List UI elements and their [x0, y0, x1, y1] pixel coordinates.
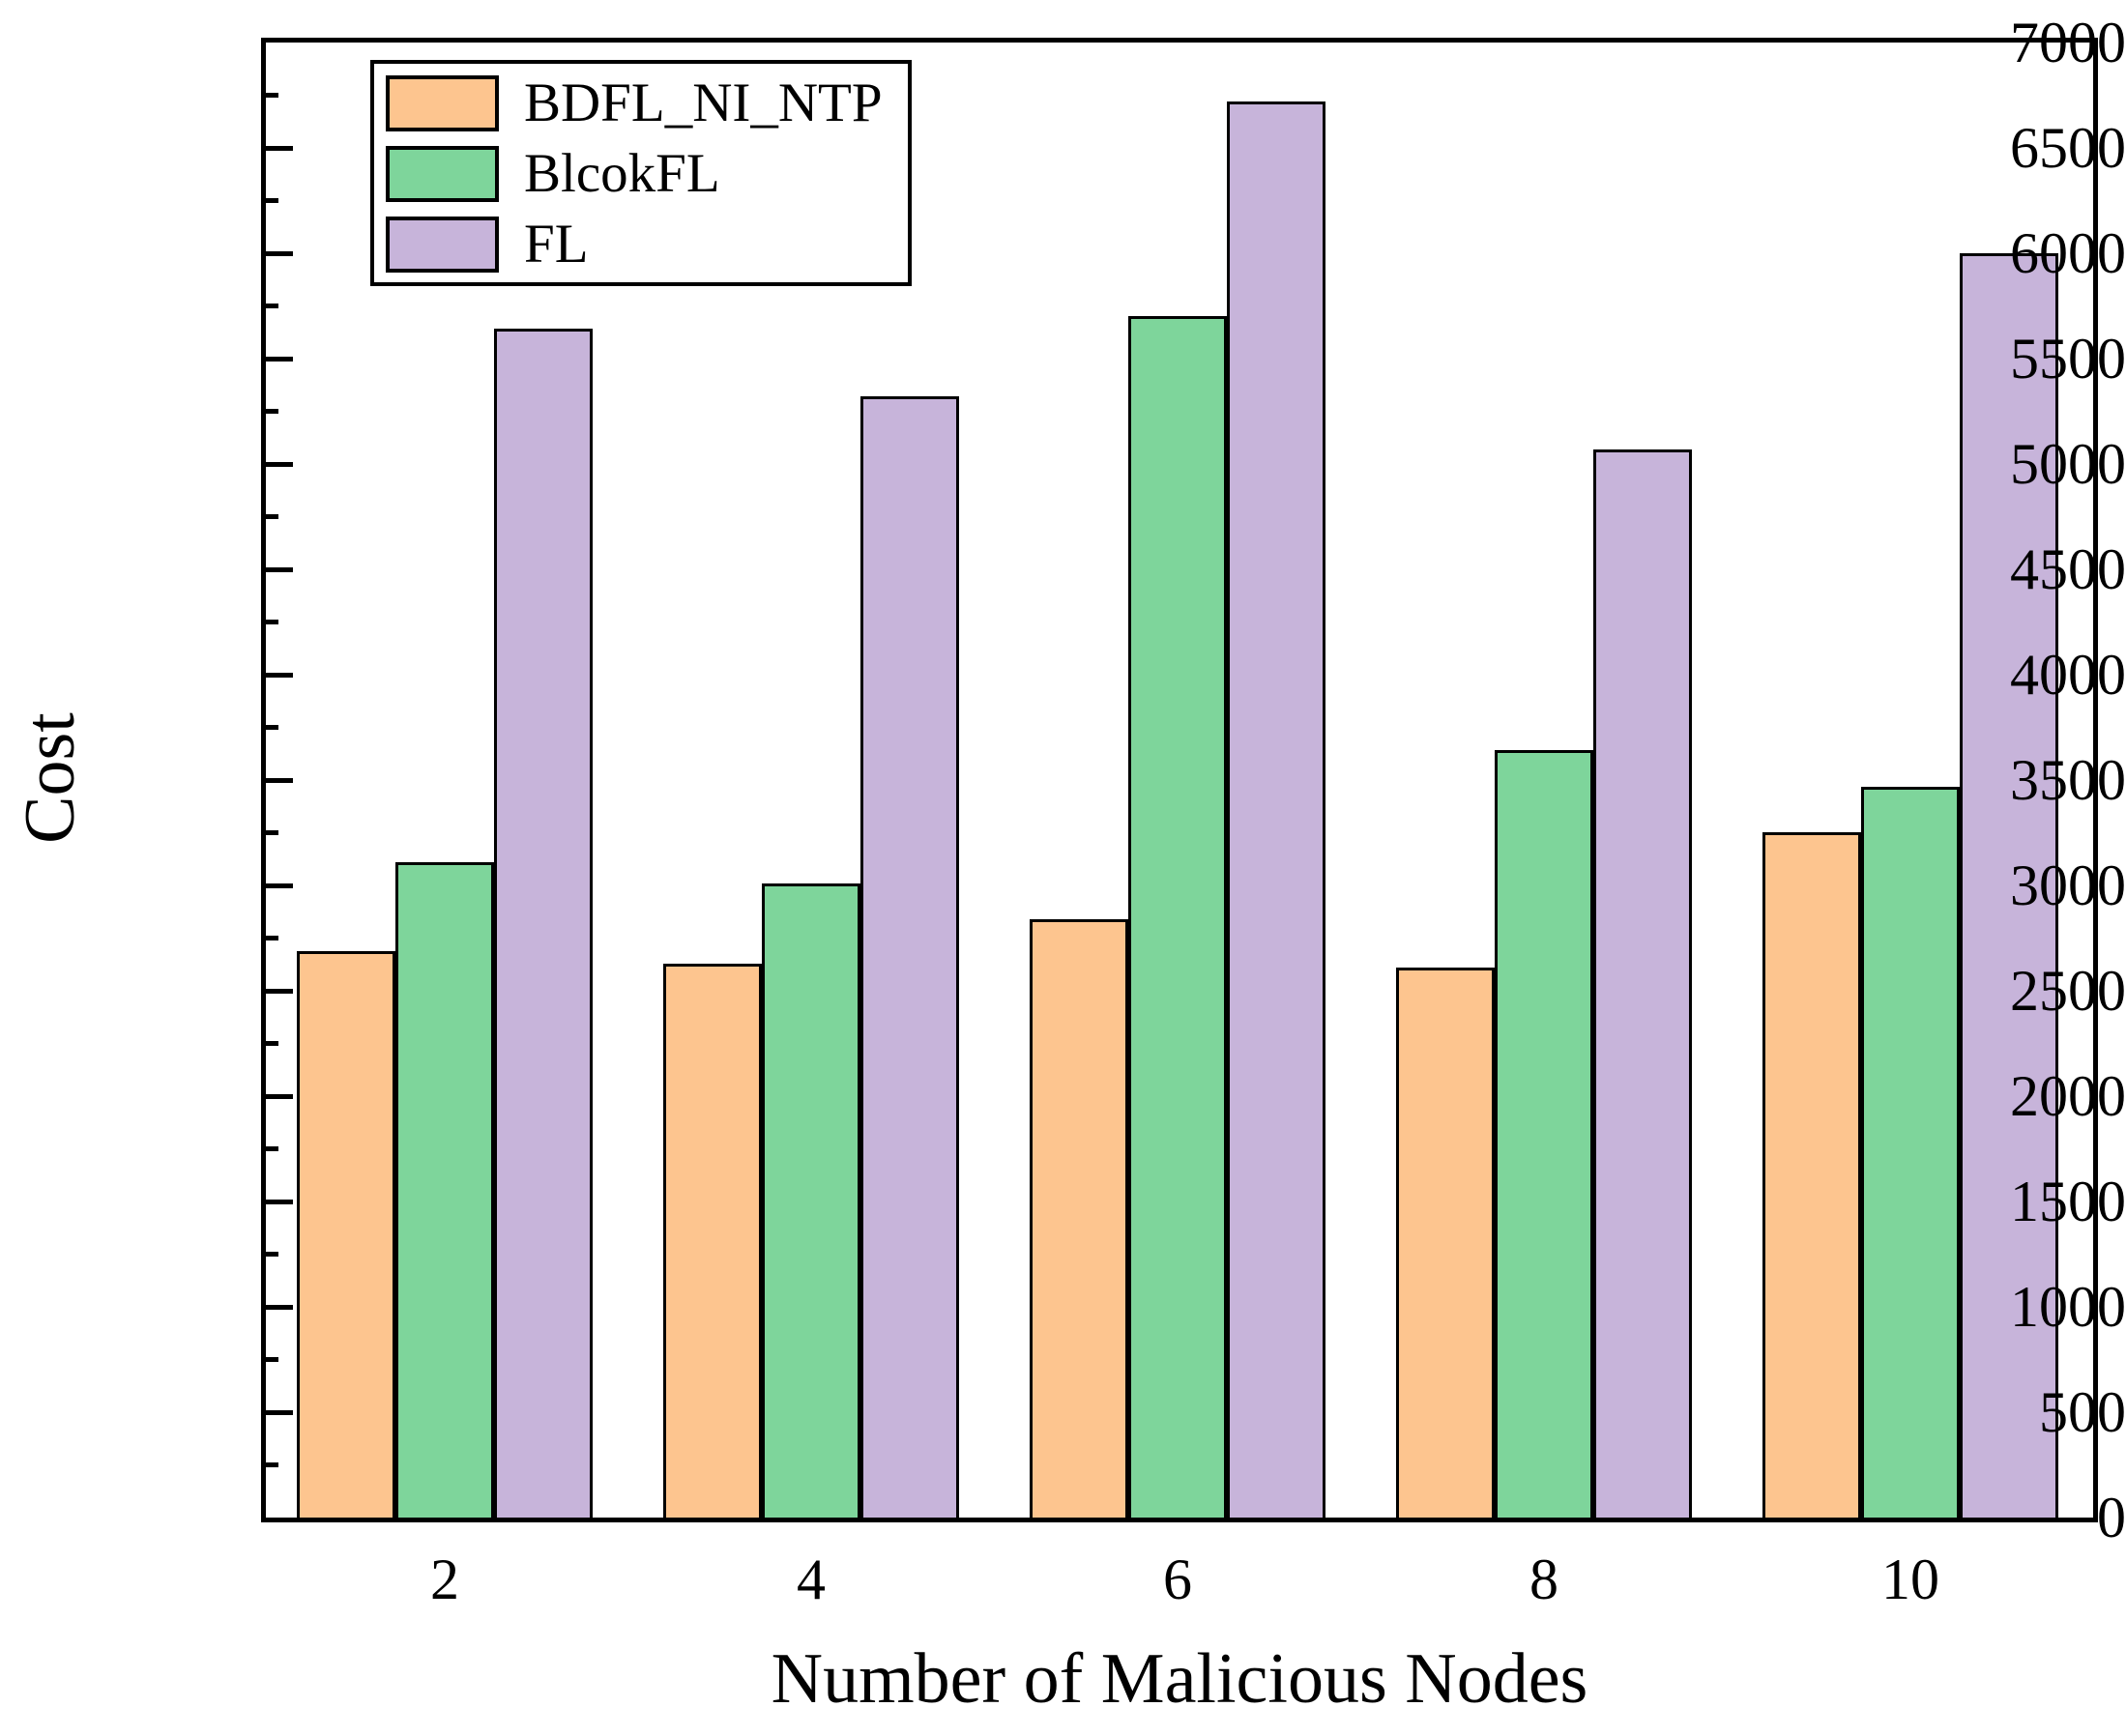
x-tick-label-10: 10 — [1881, 1548, 1939, 1611]
y-major-tick — [266, 672, 293, 678]
y-minor-tick — [266, 1146, 278, 1151]
y-minor-tick — [266, 620, 278, 624]
y-minor-tick — [266, 830, 278, 835]
y-tick-label-4500: 4500 — [2010, 537, 2126, 601]
y-major-tick — [266, 882, 293, 888]
y-major-tick — [266, 988, 293, 994]
y-major-tick — [266, 145, 293, 151]
legend-row-BlcokFL: BlcokFL — [386, 146, 908, 202]
bar-FL-x2 — [494, 329, 593, 1518]
x-tick-label-4: 4 — [797, 1548, 826, 1611]
bar-BDFL_NI_NTP-x2 — [297, 951, 395, 1518]
bar-FL-x6 — [1227, 101, 1325, 1518]
bar-FL-x10 — [1960, 253, 2058, 1518]
legend-label-BDFL_NI_NTP: BDFL_NI_NTP — [524, 72, 883, 133]
y-major-tick — [266, 356, 293, 362]
y-tick-label-0: 0 — [2097, 1486, 2126, 1549]
y-major-tick — [266, 566, 293, 572]
bar-FL-x8 — [1593, 449, 1692, 1518]
bar-BDFL_NI_NTP-x8 — [1396, 968, 1495, 1518]
x-axis-title: Number of Malicious Nodes — [771, 1639, 1588, 1719]
bar-BlcokFL-x6 — [1128, 316, 1227, 1518]
y-tick-label-5000: 5000 — [2010, 432, 2126, 496]
y-tick-label-3000: 3000 — [2010, 854, 2126, 917]
y-minor-tick — [266, 1462, 278, 1467]
legend-swatch-BlcokFL — [386, 146, 499, 202]
legend-swatch-BDFL_NI_NTP — [386, 75, 499, 131]
y-tick-label-3500: 3500 — [2010, 748, 2126, 812]
bar-BlcokFL-x10 — [1861, 787, 1960, 1518]
y-minor-tick — [266, 1041, 278, 1046]
bar-FL-x4 — [860, 396, 959, 1518]
legend: BDFL_NI_NTP BlcokFL FL — [370, 60, 912, 286]
y-tick-label-1500: 1500 — [2010, 1170, 2126, 1233]
y-minor-tick — [266, 725, 278, 730]
y-minor-tick — [266, 409, 278, 414]
y-tick-label-2000: 2000 — [2010, 1064, 2126, 1128]
y-tick-label-7000: 7000 — [2010, 11, 2126, 74]
bar-BlcokFL-x4 — [762, 883, 860, 1518]
y-tick-label-2500: 2500 — [2010, 959, 2126, 1023]
y-axis-title: Cost — [11, 712, 90, 844]
y-minor-tick — [266, 1252, 278, 1257]
y-minor-tick — [266, 93, 278, 98]
plot-area: BDFL_NI_NTP BlcokFL FL — [261, 38, 2098, 1522]
y-major-tick — [266, 461, 293, 467]
y-major-tick — [266, 250, 293, 256]
y-minor-tick — [266, 304, 278, 308]
x-tick-label-6: 6 — [1163, 1548, 1192, 1611]
bar-BDFL_NI_NTP-x6 — [1030, 919, 1128, 1518]
bar-BlcokFL-x8 — [1495, 750, 1593, 1518]
legend-swatch-FL — [386, 217, 499, 273]
y-minor-tick — [266, 198, 278, 203]
y-tick-label-500: 500 — [2039, 1380, 2126, 1444]
y-tick-label-4000: 4000 — [2010, 643, 2126, 707]
y-major-tick — [266, 1304, 293, 1310]
y-major-tick — [266, 1093, 293, 1099]
y-major-tick — [266, 1199, 293, 1204]
y-tick-label-1000: 1000 — [2010, 1275, 2126, 1339]
legend-label-FL: FL — [524, 214, 589, 275]
legend-row-FL: FL — [386, 217, 908, 273]
legend-row-BDFL_NI_NTP: BDFL_NI_NTP — [386, 75, 908, 131]
legend-label-BlcokFL: BlcokFL — [524, 143, 720, 204]
y-minor-tick — [266, 936, 278, 940]
y-tick-label-6500: 6500 — [2010, 116, 2126, 180]
y-major-tick — [266, 777, 293, 783]
x-tick-label-2: 2 — [430, 1548, 459, 1611]
y-major-tick — [266, 1409, 293, 1415]
x-tick-label-8: 8 — [1529, 1548, 1558, 1611]
y-minor-tick — [266, 514, 278, 519]
bar-BDFL_NI_NTP-x10 — [1762, 832, 1861, 1518]
y-tick-label-5500: 5500 — [2010, 327, 2126, 391]
y-tick-label-6000: 6000 — [2010, 221, 2126, 285]
bar-BlcokFL-x2 — [395, 862, 494, 1518]
y-minor-tick — [266, 1357, 278, 1362]
bar-BDFL_NI_NTP-x4 — [663, 964, 762, 1518]
